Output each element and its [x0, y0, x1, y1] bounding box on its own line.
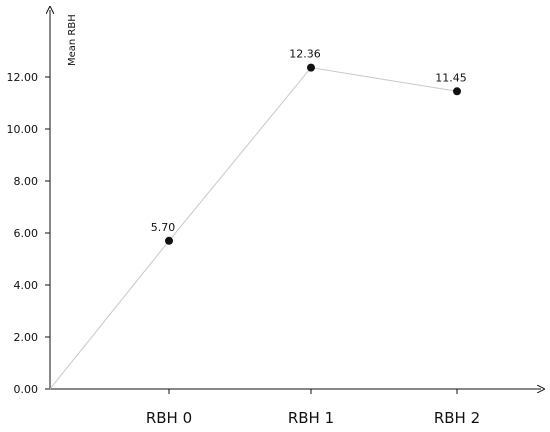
- y-tick-label: 12.00: [7, 71, 39, 84]
- y-ticks: 0.00 2.00 4.00 6.00 8.00 10.00 12.00: [7, 71, 50, 396]
- y-axis-title: Mean RBH: [67, 14, 78, 66]
- x-ticks: RBH 0 RBH 1 RBH 2: [146, 389, 480, 427]
- series-group: 5.70 12.36 11.45: [49, 48, 467, 390]
- data-point: [307, 63, 315, 72]
- data-label: 5.70: [151, 221, 176, 234]
- x-tick-label: RBH 2: [434, 409, 480, 427]
- data-point: [165, 236, 173, 245]
- y-tick-label: 8.00: [14, 175, 39, 188]
- x-tick-label: RBH 0: [146, 409, 192, 427]
- y-tick-label: 10.00: [7, 123, 39, 136]
- data-label: 11.45: [435, 71, 467, 84]
- data-label: 12.36: [289, 48, 321, 61]
- series-line: [49, 67, 458, 390]
- y-tick-label: 2.00: [14, 331, 39, 344]
- x-tick-label: RBH 1: [288, 409, 334, 427]
- y-tick-label: 0.00: [14, 383, 39, 396]
- y-tick-label: 6.00: [14, 227, 39, 240]
- y-tick-label: 4.00: [14, 279, 39, 292]
- data-point: [453, 87, 461, 96]
